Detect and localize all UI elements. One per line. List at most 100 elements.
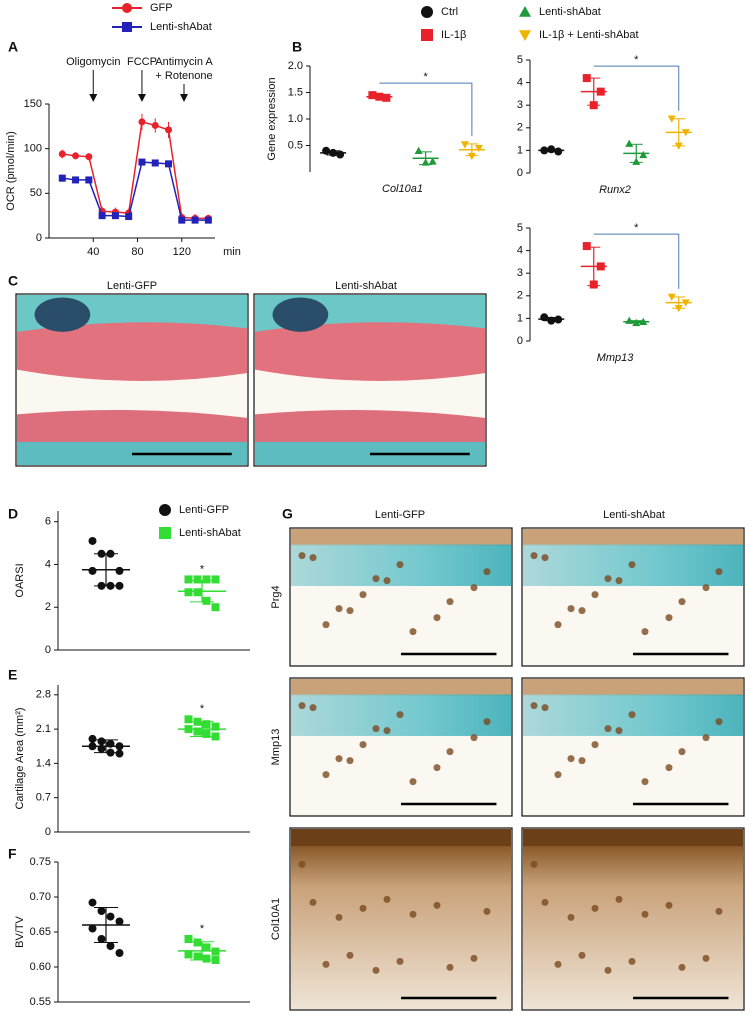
data-point (97, 744, 106, 753)
cell (433, 614, 441, 622)
cell (309, 554, 317, 562)
cell (309, 898, 317, 906)
x-tick-label: 120 (173, 246, 191, 258)
legend-label: Ctrl (441, 6, 458, 18)
significance: * (634, 222, 639, 234)
y-axis-label: Cartilage Area (mm²) (14, 707, 26, 809)
data-point (202, 730, 211, 738)
y-tick-label: 1.4 (36, 757, 51, 769)
annotation: + Rotenone (155, 70, 212, 82)
data-point (97, 907, 106, 915)
y-tick-label: 0 (36, 232, 42, 244)
cell (715, 718, 723, 726)
y-tick-label: 5 (517, 54, 523, 66)
y-tick-label: 2.8 (36, 689, 51, 701)
row-label: Prg4 (270, 585, 282, 608)
y-tick-label: 1.0 (288, 113, 303, 125)
arrow-head (89, 94, 98, 102)
x-axis-label: Col10a1 (382, 183, 423, 195)
cell (470, 734, 478, 742)
y-tick-label: 2 (45, 601, 51, 613)
cell (541, 898, 549, 906)
x-axis-label: min (223, 246, 241, 258)
data-point (98, 212, 106, 220)
annotation: Antimycin A (155, 56, 213, 68)
cell (715, 568, 723, 576)
y-axis-label: Gene expression (266, 77, 278, 160)
y-tick-label: 1 (517, 144, 523, 156)
data-point (554, 315, 563, 324)
data-point (674, 305, 683, 313)
y-tick-label: 0 (517, 167, 523, 179)
cell (322, 771, 330, 779)
data-point (681, 129, 690, 137)
arrow-head (180, 94, 189, 102)
legend-marker (519, 6, 531, 17)
data-point (97, 737, 106, 746)
annotation: Oligomycin (66, 56, 120, 68)
data-point (589, 280, 598, 289)
tissue (523, 529, 743, 546)
x-axis-label: Mmp13 (597, 352, 635, 364)
cell (678, 963, 686, 971)
tissue (291, 529, 511, 546)
legend-label: Lenti-GFP (179, 504, 229, 516)
data-point (151, 159, 159, 167)
data-point (674, 142, 683, 150)
cell (346, 607, 354, 615)
y-tick-label: 0.7 (36, 792, 51, 804)
legend-label: Lenti-shAbat (179, 527, 241, 539)
cell (433, 901, 441, 909)
cell (298, 702, 306, 710)
data-point (97, 549, 106, 558)
data-point (184, 725, 193, 734)
cell (604, 575, 612, 583)
data-point (115, 749, 124, 758)
legend-label: GFP (150, 2, 173, 14)
y-tick-label: 4 (517, 77, 523, 89)
tissue (291, 829, 511, 851)
cell (615, 577, 623, 585)
data-point (211, 956, 220, 964)
data-point (88, 898, 97, 907)
y-tick-label: 1 (517, 312, 523, 324)
data-point (421, 158, 430, 166)
cell (309, 704, 317, 712)
y-tick-label: 2.1 (36, 723, 51, 735)
cell (628, 957, 636, 965)
cell (483, 907, 491, 915)
cell (567, 913, 575, 921)
cell (641, 778, 649, 786)
data-point (639, 150, 648, 159)
data-point (115, 581, 124, 590)
data-point (202, 943, 211, 952)
annotation: FCCP (127, 56, 157, 68)
cell (628, 561, 636, 569)
data-point (667, 115, 676, 123)
significance: * (200, 703, 205, 715)
cell (335, 605, 343, 613)
data-point (115, 566, 124, 575)
data-point (625, 316, 634, 324)
data-point (329, 148, 338, 157)
panel-letter: F (8, 846, 17, 862)
y-axis-label: OARSI (14, 563, 26, 597)
y-axis-label: BV/TV (14, 915, 26, 947)
tissue (255, 322, 485, 381)
data-point (138, 118, 146, 126)
cell (359, 591, 367, 599)
data-point (540, 146, 549, 155)
significance-bracket (593, 233, 680, 289)
data-point (596, 87, 605, 96)
data-point (72, 176, 80, 184)
y-tick-label: 6 (45, 516, 51, 528)
y-tick-label: 0 (45, 644, 51, 656)
column-title: Lenti-shAbat (603, 509, 665, 521)
data-point (193, 717, 202, 726)
data-point (115, 917, 124, 926)
data-point (106, 748, 115, 757)
y-tick-label: 1.5 (288, 86, 303, 98)
cell (359, 741, 367, 749)
cell (372, 966, 380, 974)
